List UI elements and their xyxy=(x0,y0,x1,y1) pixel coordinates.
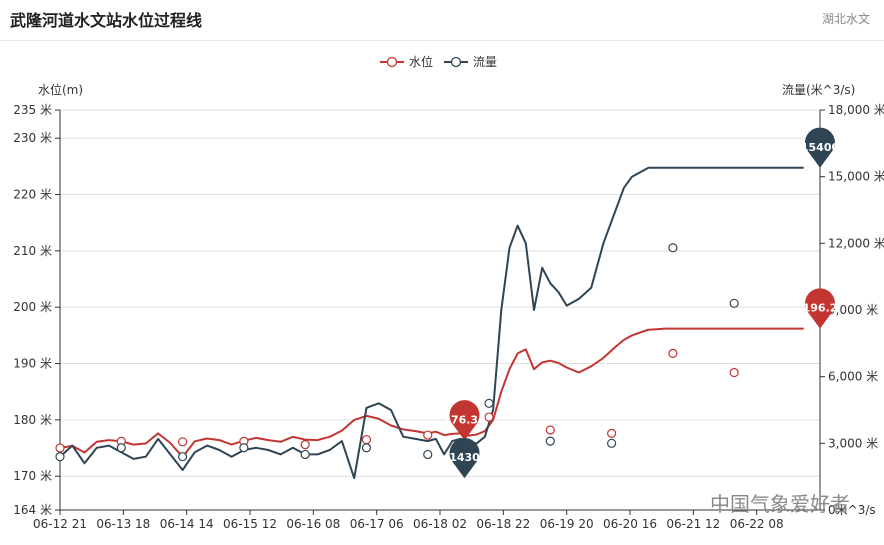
left-tick-label: 210 米 xyxy=(13,244,52,258)
water-level-point xyxy=(545,425,555,435)
flow-pin xyxy=(805,127,835,168)
x-tick-label: 06-18 02 xyxy=(413,517,467,531)
flow-point xyxy=(729,298,739,308)
legend-swatch-marker xyxy=(386,56,398,68)
flow-point xyxy=(668,243,678,253)
water-level-point xyxy=(607,428,617,438)
water-level-point xyxy=(300,440,310,450)
left-tick-label: 230 米 xyxy=(13,131,52,145)
left-tick-label: 200 米 xyxy=(13,300,52,314)
water-level-point xyxy=(177,437,188,447)
flow-point xyxy=(607,438,617,448)
water-level-point xyxy=(668,348,678,358)
right-tick-label: 18,000 米 xyxy=(828,103,884,117)
x-tick-label: 06-15 12 xyxy=(223,517,277,531)
water-level-pin xyxy=(805,288,835,329)
x-tick-label: 06-19 20 xyxy=(540,517,594,531)
flow-point xyxy=(484,398,494,408)
series-line-water-level xyxy=(59,327,804,458)
flow-point xyxy=(116,443,126,453)
flow-pin xyxy=(449,438,480,479)
flow-point xyxy=(545,436,555,446)
x-tick-label: 06-18 22 xyxy=(476,517,530,531)
flow-point xyxy=(239,443,249,453)
water-level-pin xyxy=(449,400,480,441)
flow-point xyxy=(55,452,65,462)
left-tick-label: 164 米 xyxy=(13,503,52,517)
watermark: 中国气象爱好者 xyxy=(710,492,850,516)
x-tick-label: 06-16 08 xyxy=(286,517,340,531)
x-tick-label: 06-20 16 xyxy=(603,517,657,531)
left-tick-label: 220 米 xyxy=(13,188,52,202)
right-tick-label: 6,000 米 xyxy=(828,370,878,384)
flow-point xyxy=(423,449,433,460)
flow-point xyxy=(177,452,188,462)
chart-title: 武隆河道水文站水位过程线 xyxy=(10,11,203,30)
water-level-point xyxy=(361,434,372,445)
water-level-point xyxy=(729,367,739,378)
flow-point xyxy=(361,443,372,453)
left-tick-label: 180 米 xyxy=(13,413,52,427)
pin-label: 196.2 xyxy=(803,302,838,315)
legend-label: 水位 xyxy=(409,54,433,69)
right-tick-label: 15,000 米 xyxy=(828,170,884,184)
legend-swatch-marker xyxy=(450,56,462,68)
x-tick-label: 06-14 14 xyxy=(160,517,214,531)
right-tick-label: 12,000 米 xyxy=(828,236,884,250)
right-tick-label: 9,000 米 xyxy=(828,303,878,317)
water-level-point xyxy=(484,412,494,422)
water-level-point xyxy=(55,443,65,453)
water-level-point xyxy=(423,430,433,440)
pin-label: 1430 xyxy=(449,451,480,464)
source-label: 湖北水文 xyxy=(821,12,870,26)
legend-label: 流量 xyxy=(473,55,497,69)
x-tick-label: 06-21 12 xyxy=(666,517,720,531)
x-tick-label: 06-22 08 xyxy=(730,517,784,531)
x-tick-label: 06-12 21 xyxy=(33,517,87,531)
right-axis-title: 流量(米^3/s) xyxy=(782,83,855,97)
chart-header: 武隆河道水文站水位过程线 湖北水文 xyxy=(0,0,884,41)
pin-label: 176.36 xyxy=(443,413,486,426)
right-tick-label: 0米^3/s xyxy=(828,503,876,517)
flow-point xyxy=(300,449,310,460)
left-axis-title: 水位(m) xyxy=(38,82,83,97)
left-tick-label: 170 米 xyxy=(13,469,52,483)
left-tick-label: 190 米 xyxy=(13,357,52,371)
x-tick-label: 06-13 18 xyxy=(96,517,150,531)
left-tick-label: 235 米 xyxy=(13,103,52,117)
series-line-flow xyxy=(59,166,804,480)
x-tick-label: 06-17 06 xyxy=(350,517,404,531)
right-tick-label: 3,000 米 xyxy=(828,436,878,450)
pin-label: 15400 xyxy=(801,141,840,154)
